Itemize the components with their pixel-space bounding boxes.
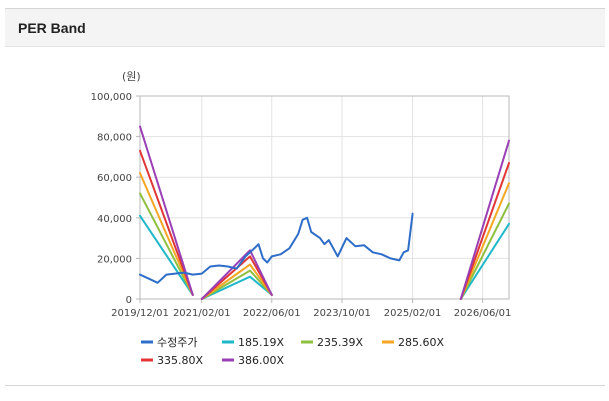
series-line [459, 202, 510, 300]
legend-item: 수정주가 [141, 336, 197, 349]
series-line [139, 214, 194, 296]
y-tick-label: 80,000 [97, 133, 132, 144]
series-line [200, 275, 273, 300]
legend-label: 285.60X [398, 336, 444, 349]
series-185.19X [139, 214, 510, 300]
series-수정주가 [139, 212, 414, 284]
x-tick-label: 2019/12/01 [111, 308, 169, 319]
plot-area [139, 95, 510, 300]
series-line [459, 139, 510, 300]
series-line [139, 212, 414, 284]
series-layer [139, 125, 510, 300]
series-line [200, 269, 273, 300]
x-tick-label: 2025/02/01 [384, 308, 442, 319]
x-tick-label: 2023/10/01 [313, 308, 371, 319]
legend-label: 수정주가 [157, 336, 197, 349]
per-band-panel: PER Band [5, 8, 605, 386]
legend-label: 235.39X [317, 336, 363, 349]
series-235.39X [139, 192, 510, 300]
y-tick-label: 0 [126, 295, 132, 306]
x-tick-label: 2021/02/01 [173, 308, 231, 319]
legend-item: 386.00X [222, 354, 284, 367]
grid-layer: 0 20,000 40,000 60,000 80,000 100,000 2019/12/… [91, 92, 512, 319]
legend-item: 285.60X [382, 336, 444, 349]
series-line [139, 172, 194, 296]
series-line [200, 263, 273, 300]
series-line [459, 222, 510, 300]
panel-title: PER Band [18, 19, 86, 36]
y-tick-label: 40,000 [97, 214, 132, 225]
series-285.60X [139, 172, 510, 300]
legend-label: 185.19X [238, 336, 284, 349]
series-line [459, 162, 510, 300]
y-tick-label: 20,000 [97, 254, 132, 265]
y-tick-label: 60,000 [97, 173, 132, 184]
legend-item: 235.39X [301, 336, 363, 349]
legend-label: 386.00X [238, 354, 284, 367]
y-unit-label: (원) [122, 70, 141, 83]
series-line [200, 249, 273, 300]
y-tick-label: 100,000 [91, 92, 132, 103]
x-tick-label: 2022/06/01 [243, 308, 301, 319]
series-line [459, 182, 510, 300]
series-line [139, 125, 194, 296]
series-line [139, 192, 194, 296]
legend: 수정주가 185.19X 235.39X 285.60X 335.80X 386.00X [141, 336, 444, 367]
legend-item: 185.19X [222, 336, 284, 349]
panel-header: PER Band [5, 9, 605, 47]
legend-item: 335.80X [141, 354, 203, 367]
series-386.00X [139, 125, 510, 300]
legend-label: 335.80X [157, 354, 203, 367]
series-335.80X [139, 149, 510, 300]
series-line [139, 149, 194, 296]
x-tick-label: 2026/06/01 [454, 308, 512, 319]
